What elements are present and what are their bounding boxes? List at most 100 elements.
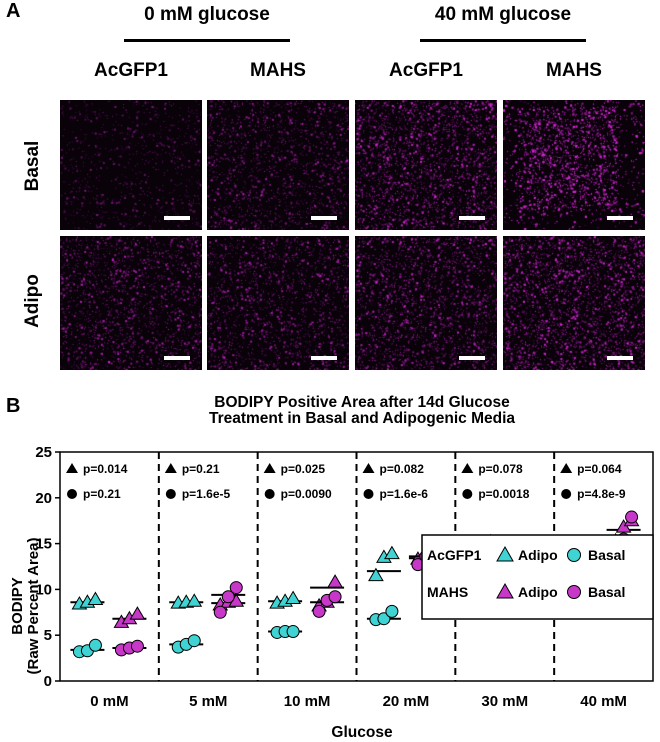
- pvalue-adipo: p=0.064: [577, 462, 622, 476]
- y-tick-label: 25: [35, 444, 52, 461]
- x-tick-label: 40 mM: [580, 693, 627, 710]
- condition-40mm-title: 40 mM glucose: [434, 4, 572, 25]
- legend-acgfp1-basal-label: Basal: [588, 547, 625, 563]
- scale-bar: [164, 216, 190, 220]
- pvalue-triangle-icon: [263, 463, 276, 473]
- scale-bar: [607, 356, 633, 360]
- bodipy-chart: BODIPY Positive Area after 14d Glucose T…: [9, 394, 654, 741]
- legend: AcGFP1 Adipo Basal MAHS Adipo Basal: [421, 534, 654, 620]
- data-point-circle: [221, 590, 235, 604]
- x-tick-label: 5 mM: [189, 693, 227, 710]
- chart-title-line1: BODIPY Positive Area after 14d Glucose: [214, 394, 510, 411]
- y-axis-label-line1: BODIPY: [9, 577, 26, 635]
- data-point-circle: [625, 510, 639, 524]
- data-point-triangle: [129, 606, 146, 620]
- legend-mahs-adipo-marker: [496, 582, 514, 599]
- y-tick-label: 5: [44, 627, 52, 644]
- pvalue-circle-icon: [67, 489, 77, 499]
- data-point-triangle: [327, 574, 343, 588]
- legend-box: [421, 534, 654, 620]
- legend-acgfp1-adipo-label: Adipo: [518, 547, 558, 563]
- row-label-adipo: Adipo: [22, 274, 43, 328]
- scale-bar: [164, 356, 190, 360]
- data-point-circle: [88, 638, 102, 652]
- legend-acgfp1-basal-marker: [567, 548, 581, 562]
- pvalue-circle-icon: [165, 489, 176, 499]
- pvalue-basal: p=1.6e-5: [182, 487, 231, 501]
- column-label-acgfp1-40mm: AcGFP1: [389, 60, 463, 81]
- y-tick-label: 20: [35, 490, 52, 507]
- micrograph-basal-mahs-0mm: [207, 100, 349, 230]
- data-point-circle: [187, 634, 201, 648]
- scale-bar: [607, 216, 633, 220]
- legend-acgfp1-label: AcGFP1: [427, 547, 482, 563]
- data-point-triangle: [285, 590, 301, 605]
- pvalue-triangle-icon: [164, 463, 177, 473]
- y-axis-label-line2: (Raw Percent Area): [25, 538, 42, 675]
- legend-mahs-adipo-label: Adipo: [518, 584, 558, 600]
- pvalue-circle-icon: [363, 489, 374, 499]
- micrograph-basal-acgfp1-40mm: [355, 100, 497, 230]
- scale-bar: [459, 356, 485, 360]
- y-tick-label: 10: [35, 581, 52, 598]
- column-label-mahs-0mm: MAHS: [250, 60, 306, 81]
- pvalue-basal: p=1.6e-6: [380, 487, 429, 501]
- x-tick-label: 30 mM: [481, 693, 528, 710]
- data-point-circle: [377, 612, 391, 626]
- pvalue-adipo: p=0.078: [478, 462, 523, 476]
- condition-0mm-bar: [124, 39, 290, 42]
- pvalue-basal: p=0.0090: [281, 487, 332, 501]
- micrograph-adipo-acgfp1-40mm: [355, 236, 497, 370]
- scale-bar: [311, 356, 337, 360]
- pvalue-adipo: p=0.014: [83, 462, 128, 476]
- data-point-triangle: [384, 545, 400, 560]
- pvalue-basal: p=0.0018: [478, 487, 529, 501]
- micrograph-adipo-acgfp1-0mm: [60, 236, 202, 370]
- pvalue-triangle-icon: [66, 463, 78, 473]
- x-tick-label: 20 mM: [383, 693, 430, 710]
- pvalue-basal: p=4.8e-9: [577, 487, 626, 501]
- condition-0mm-title: 0 mM glucose: [144, 4, 270, 25]
- data-point-circle: [213, 605, 227, 619]
- panel-a-letter: A: [6, 0, 21, 22]
- data-point-circle: [312, 604, 326, 618]
- column-label-acgfp1-0mm: AcGFP1: [94, 60, 168, 81]
- data-point-triangle: [186, 593, 203, 607]
- data-point-circle: [385, 604, 399, 618]
- data-point-circle: [229, 581, 243, 595]
- data-point-triangle: [87, 591, 104, 605]
- legend-mahs-basal-label: Basal: [588, 584, 625, 600]
- pvalue-adipo: p=0.082: [380, 462, 425, 476]
- chart-title-line2: Treatment in Basal and Adipogenic Media: [209, 410, 515, 427]
- condition-40mm-bar: [420, 39, 586, 42]
- micrograph-basal-acgfp1-0mm: [60, 100, 202, 230]
- data-point-circle: [328, 590, 342, 604]
- pvalue-triangle-icon: [362, 463, 375, 473]
- row-label-basal: Basal: [22, 140, 43, 192]
- legend-mahs-basal-marker: [567, 585, 581, 599]
- micrograph-adipo-mahs-40mm: [503, 236, 645, 370]
- data-point-circle: [130, 639, 144, 653]
- pvalue-triangle-icon: [560, 463, 573, 473]
- pvalue-adipo: p=0.21: [182, 462, 220, 476]
- pvalue-adipo: p=0.025: [281, 462, 326, 476]
- data-point-circle: [286, 625, 300, 639]
- scale-bar: [311, 216, 337, 220]
- panel-b-letter: B: [6, 395, 21, 417]
- pvalue-circle-icon: [462, 489, 473, 499]
- y-tick-label: 15: [35, 536, 52, 553]
- legend-mahs-label: MAHS: [427, 584, 468, 600]
- data-point-triangle: [368, 567, 384, 582]
- x-axis-label: Glucose: [331, 724, 393, 741]
- legend-acgfp1-adipo-marker: [496, 545, 514, 562]
- micrograph-adipo-mahs-0mm: [207, 236, 349, 370]
- pvalue-triangle-icon: [461, 463, 474, 473]
- micrograph-basal-mahs-40mm: [503, 100, 645, 230]
- column-label-mahs-40mm: MAHS: [546, 60, 602, 81]
- scale-bar: [459, 216, 485, 220]
- pvalue-basal: p=0.21: [83, 487, 121, 501]
- x-tick-label: 0 mM: [90, 693, 128, 710]
- pvalue-circle-icon: [264, 489, 275, 499]
- pvalue-circle-icon: [561, 489, 572, 499]
- x-tick-label: 10 mM: [284, 693, 331, 710]
